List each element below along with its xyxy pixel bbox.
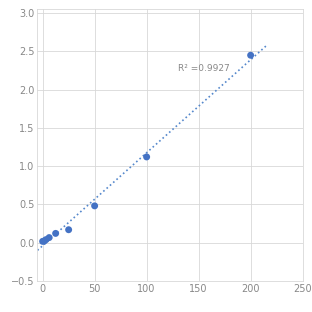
Text: R² =0.9927: R² =0.9927 bbox=[178, 64, 230, 73]
Point bbox=[66, 227, 71, 232]
Point bbox=[47, 235, 52, 240]
Point bbox=[92, 203, 97, 208]
Point bbox=[248, 53, 253, 58]
Point bbox=[144, 154, 149, 159]
Point bbox=[42, 239, 47, 244]
Point bbox=[40, 239, 45, 244]
Point bbox=[53, 231, 58, 236]
Point bbox=[43, 237, 48, 242]
